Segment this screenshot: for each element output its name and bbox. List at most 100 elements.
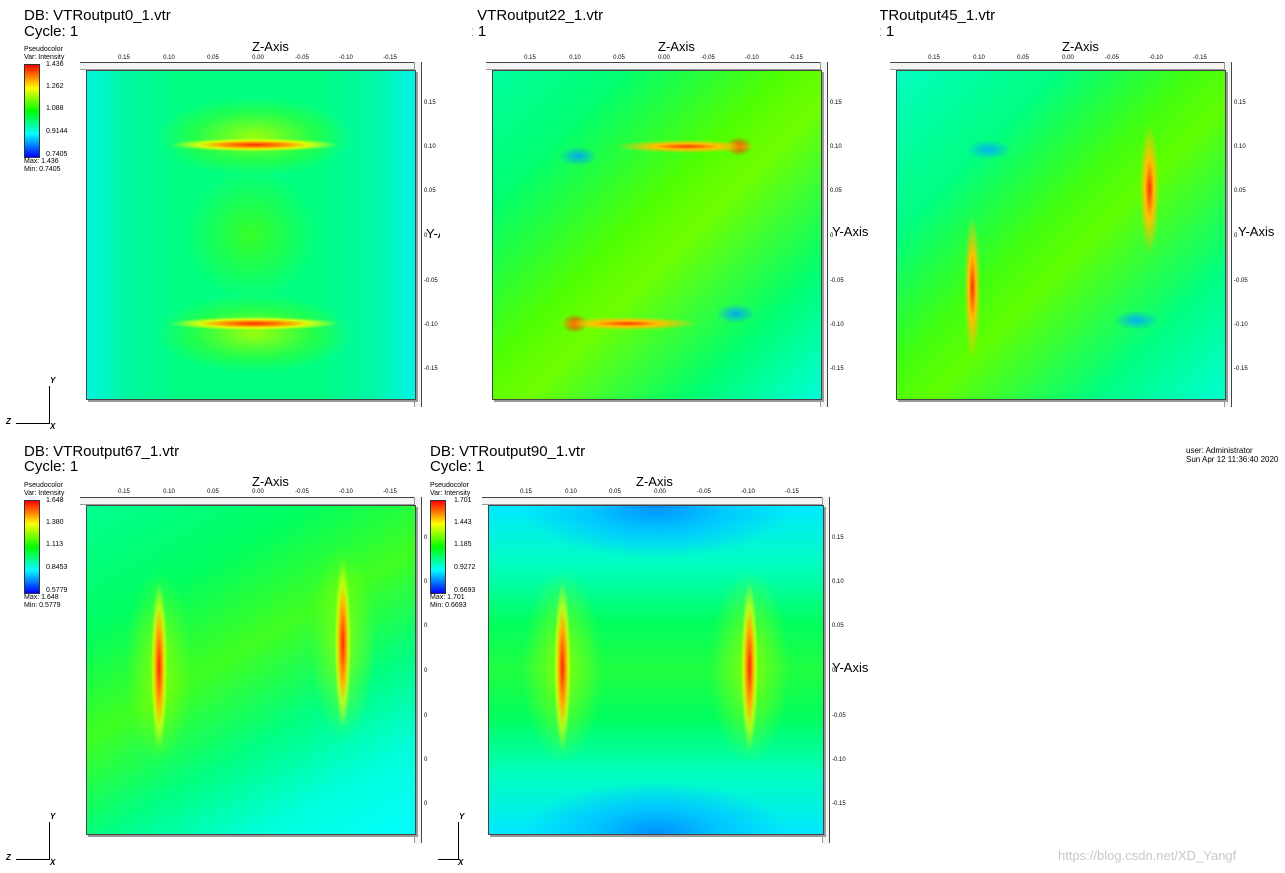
legend-value: 1.701 <box>454 497 472 504</box>
tick-label: 0.05 <box>207 489 219 495</box>
tick-label: -0.05 <box>1105 55 1119 61</box>
tick-label: -0.15 <box>383 489 397 495</box>
y-axis-title: Y-Axis <box>426 226 440 241</box>
legend-max: Max: 1.648 <box>24 594 59 601</box>
viz-window-3: DB: VTRoutput45_1.vtr Cycle: 1 Z-Axis 0.… <box>880 0 1285 430</box>
tick-label: 0.05 <box>1234 188 1246 194</box>
tick-label: -0.15 <box>789 55 803 61</box>
tick-label: -0.10 <box>830 322 844 328</box>
legend-min: Min: 0.7405 <box>24 166 61 173</box>
triad-y-label: Y <box>50 376 56 385</box>
triad-z-label: Z <box>6 853 11 862</box>
tick-label: 0.15 <box>424 100 436 106</box>
tick-label: 0 <box>830 233 834 239</box>
tick-label: -0.10 <box>424 322 438 328</box>
tick-label: 0.05 <box>207 55 219 61</box>
tick-label: -0.05 <box>701 55 715 61</box>
legend-title: Pseudocolor <box>24 46 63 53</box>
tick-label: 0 <box>424 713 428 719</box>
tick-label: 0.10 <box>163 55 175 61</box>
db-title: DB: VTRoutput90_1.vtr <box>430 443 586 460</box>
frame-top <box>890 62 1230 70</box>
axis-triad: Y Z X <box>4 812 64 867</box>
tick-label: 0.05 <box>613 55 625 61</box>
z-axis-title: Z-Axis <box>636 474 673 489</box>
triad-y-line <box>49 822 50 859</box>
tick-label: 0.10 <box>832 579 844 585</box>
z-axis-title: Z-Axis <box>658 39 695 54</box>
legend-title: Pseudocolor <box>24 482 63 489</box>
tick-label: 0.15 <box>118 489 130 495</box>
tick-label: 0.15 <box>928 55 940 61</box>
tick-label: -0.15 <box>785 489 799 495</box>
tick-label: -0.05 <box>295 489 309 495</box>
tick-label: 0 <box>424 579 428 585</box>
tick-label: 0.15 <box>118 55 130 61</box>
tick-label: 0 <box>832 668 836 674</box>
tick-label: 0.10 <box>830 144 842 150</box>
tick-label: 0.05 <box>424 188 436 194</box>
tick-label: 0.10 <box>569 55 581 61</box>
triad-y-label: Y <box>50 812 56 821</box>
tick-label: 0 <box>424 233 428 239</box>
user-name: user: Administrator <box>1186 446 1253 455</box>
legend-value: 0.5779 <box>46 587 68 594</box>
pseudocolor-plot <box>86 70 416 400</box>
legend-value: 0.7405 <box>46 151 68 158</box>
legend-max: Max: 1.436 <box>24 158 59 165</box>
legend-value: 1.262 <box>46 83 64 90</box>
frame-top <box>486 62 826 70</box>
legend: Pseudocolor Var: Intensity 1.436 1.262 1… <box>24 46 84 176</box>
watermark: https://blog.csdn.net/XD_Yangf <box>1058 848 1237 863</box>
pseudocolor-plot <box>488 505 824 835</box>
triad-x-label: X <box>50 422 56 430</box>
tick-label: 0.00 <box>658 55 670 61</box>
z-axis-ticks: 0.15 0.10 0.05 0.00 -0.05 -0.10 -0.15 <box>896 55 1226 65</box>
tick-label: 0.15 <box>1234 100 1246 106</box>
legend-value: 1.088 <box>46 105 64 112</box>
triad-y-line <box>49 386 50 423</box>
legend-value: 1.443 <box>454 519 472 526</box>
legend-value: 1.436 <box>46 61 64 68</box>
tick-label: 0.05 <box>830 188 842 194</box>
legend-max: Max: 1.701 <box>430 594 465 601</box>
cycle-label: Cycle: 1 <box>24 23 79 40</box>
tick-label: -0.10 <box>339 489 353 495</box>
cycle-label: Cycle: 1 <box>24 458 79 475</box>
cycle-label: Cycle: 1 <box>472 23 487 40</box>
tick-label: -0.10 <box>832 757 846 763</box>
tick-label: -0.15 <box>424 366 438 372</box>
tick-label: 0.00 <box>252 489 264 495</box>
tick-label: 0.10 <box>1234 144 1246 150</box>
axis-triad: Y Z X <box>4 376 64 430</box>
tick-label: -0.15 <box>832 801 846 807</box>
tick-label: 0 <box>424 535 428 541</box>
tick-label: -0.05 <box>1234 278 1248 284</box>
legend-value: 0.8453 <box>46 564 68 571</box>
tick-label: -0.10 <box>1149 55 1163 61</box>
tick-label: -0.05 <box>424 278 438 284</box>
tick-label: -0.05 <box>830 278 844 284</box>
z-axis-title: Z-Axis <box>252 39 289 54</box>
legend-value: 1.380 <box>46 519 64 526</box>
y-axis-ticks: 0.15 0.10 0.05 0 -0.05 -0.10 -0.15 <box>424 70 440 398</box>
user-info: user: Administrator Sun Apr 12 11:36:40 … <box>1186 446 1278 464</box>
viz-window-2: DB: VTRoutput22_1.vtr Cycle: 1 Z-Axis 0.… <box>472 0 878 430</box>
legend-title: Pseudocolor <box>430 482 469 489</box>
triad-z-label: Z <box>6 417 11 426</box>
pseudocolor-plot <box>896 70 1226 400</box>
y-axis-ticks: 0.15 0.10 0.05 0 -0.05 -0.10 -0.15 <box>830 70 852 398</box>
tick-label: -0.15 <box>830 366 844 372</box>
y-axis-title: Y-Axis <box>1238 224 1275 239</box>
z-axis-ticks: 0.15 0.10 0.05 0.00 -0.05 -0.10 -0.15 <box>492 55 822 65</box>
cycle-label: Cycle: 1 <box>430 458 485 475</box>
frame-top <box>80 497 420 505</box>
y-axis-title: Y-Axis <box>832 660 869 675</box>
tick-label: 0.10 <box>565 489 577 495</box>
axis-triad: Y X <box>428 812 488 867</box>
tick-label: -0.05 <box>697 489 711 495</box>
tick-label: -0.15 <box>1193 55 1207 61</box>
tick-label: -0.10 <box>745 55 759 61</box>
legend-min: Min: 0.5779 <box>24 602 61 609</box>
tick-label: 0.05 <box>609 489 621 495</box>
